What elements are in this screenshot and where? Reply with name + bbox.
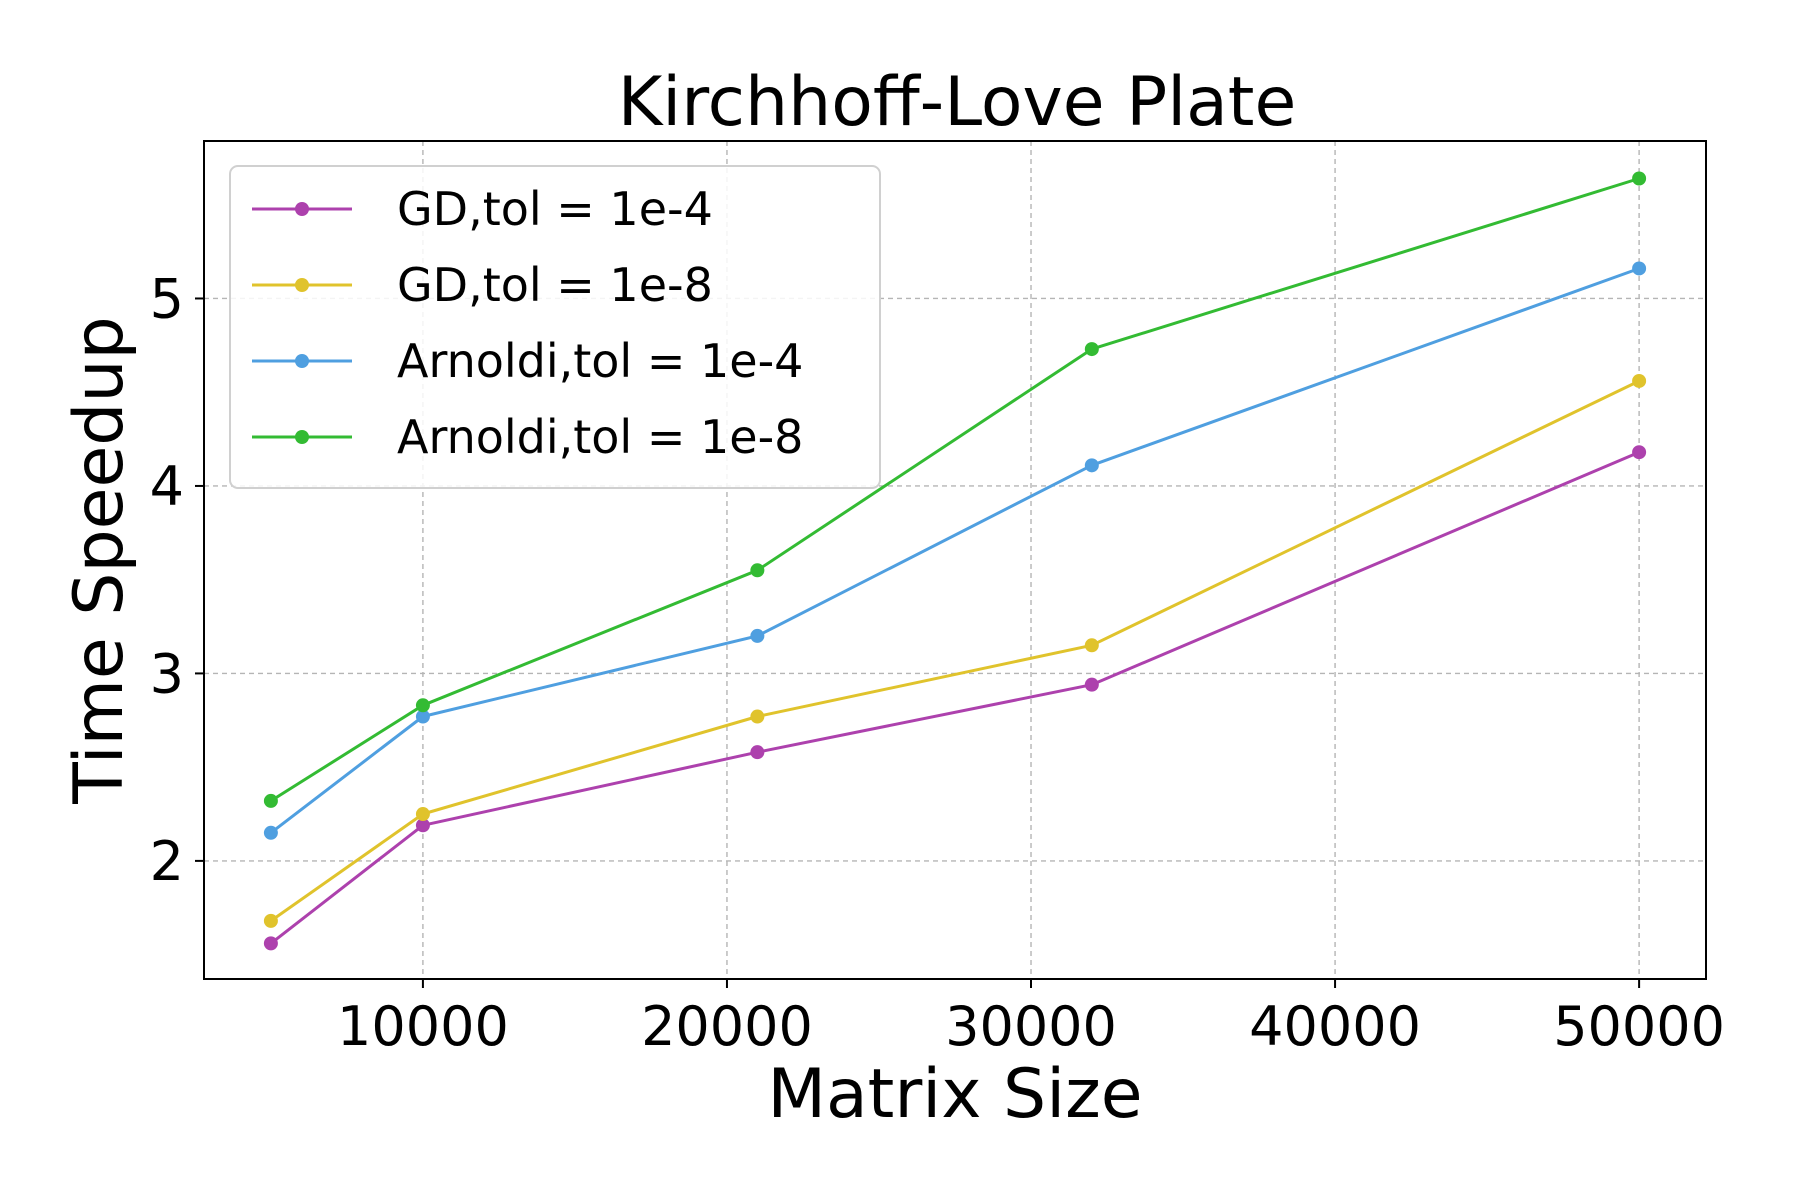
- data-point: [1084, 458, 1099, 473]
- data-point: [263, 825, 278, 840]
- legend: GD,tol = 1e-4 GD,tol = 1e-8 Arnoldi,tol = …: [229, 165, 881, 489]
- legend-label: GD,tol = 1e-8: [397, 258, 713, 312]
- y-tick-label: 2: [150, 830, 184, 893]
- x-tick-label: 40000: [1249, 995, 1421, 1058]
- data-point: [1632, 445, 1647, 460]
- data-point: [750, 745, 765, 760]
- series-4: [263, 171, 1647, 808]
- series-1: [263, 445, 1647, 951]
- data-point: [1632, 373, 1647, 388]
- y-tick-label: 5: [150, 267, 184, 330]
- legend-label: GD,tol = 1e-4: [397, 182, 713, 236]
- legend-label: Arnoldi,tol = 1e-8: [397, 410, 803, 464]
- data-point: [263, 913, 278, 928]
- series-2: [263, 373, 1647, 928]
- data-point: [263, 936, 278, 951]
- data-point: [415, 698, 430, 713]
- legend-swatch-marker: [295, 354, 309, 368]
- legend-item-3: Arnoldi,tol = 1e-4: [252, 334, 803, 388]
- data-point: [415, 807, 430, 822]
- data-point: [750, 628, 765, 643]
- data-point: [415, 818, 430, 833]
- x-tick-label: 10000: [337, 995, 509, 1058]
- data-point: [415, 709, 430, 724]
- plot-frame: [203, 140, 1707, 980]
- data-point: [1632, 261, 1647, 276]
- legend-swatch-marker: [295, 278, 309, 292]
- series-3: [263, 261, 1647, 840]
- y-tick-label: 3: [150, 642, 184, 705]
- y-axis-ticks: 2 3 4 5: [150, 267, 204, 893]
- legend-item-1: GD,tol = 1e-4: [252, 182, 713, 236]
- legend-item-4: Arnoldi,tol = 1e-8: [252, 410, 803, 464]
- data-point: [1084, 677, 1099, 692]
- legend-box: [229, 165, 881, 489]
- x-axis-label: Matrix Size: [767, 1055, 1142, 1134]
- data-point: [1084, 638, 1099, 653]
- x-tick-label: 20000: [641, 995, 813, 1058]
- series-lines: [263, 171, 1647, 951]
- data-point: [1632, 171, 1647, 186]
- legend-swatch-marker: [295, 430, 309, 444]
- legend-item-2: GD,tol = 1e-8: [252, 258, 713, 312]
- data-point: [750, 709, 765, 724]
- x-tick-label: 30000: [945, 995, 1117, 1058]
- data-point: [750, 563, 765, 578]
- legend-swatch-marker: [295, 202, 309, 216]
- data-point: [1084, 342, 1099, 357]
- chart-title: Kirchhoff-Love Plate: [618, 63, 1297, 142]
- y-tick-label: 4: [150, 455, 184, 518]
- x-tick-label: 50000: [1553, 995, 1725, 1058]
- y-axis-label: Time Speedup: [60, 316, 139, 804]
- series-line: [269, 450, 1640, 945]
- data-point: [263, 793, 278, 808]
- legend-label: Arnoldi,tol = 1e-4: [397, 334, 803, 388]
- x-axis-ticks: 10000 20000 30000 40000 50000: [337, 979, 1725, 1058]
